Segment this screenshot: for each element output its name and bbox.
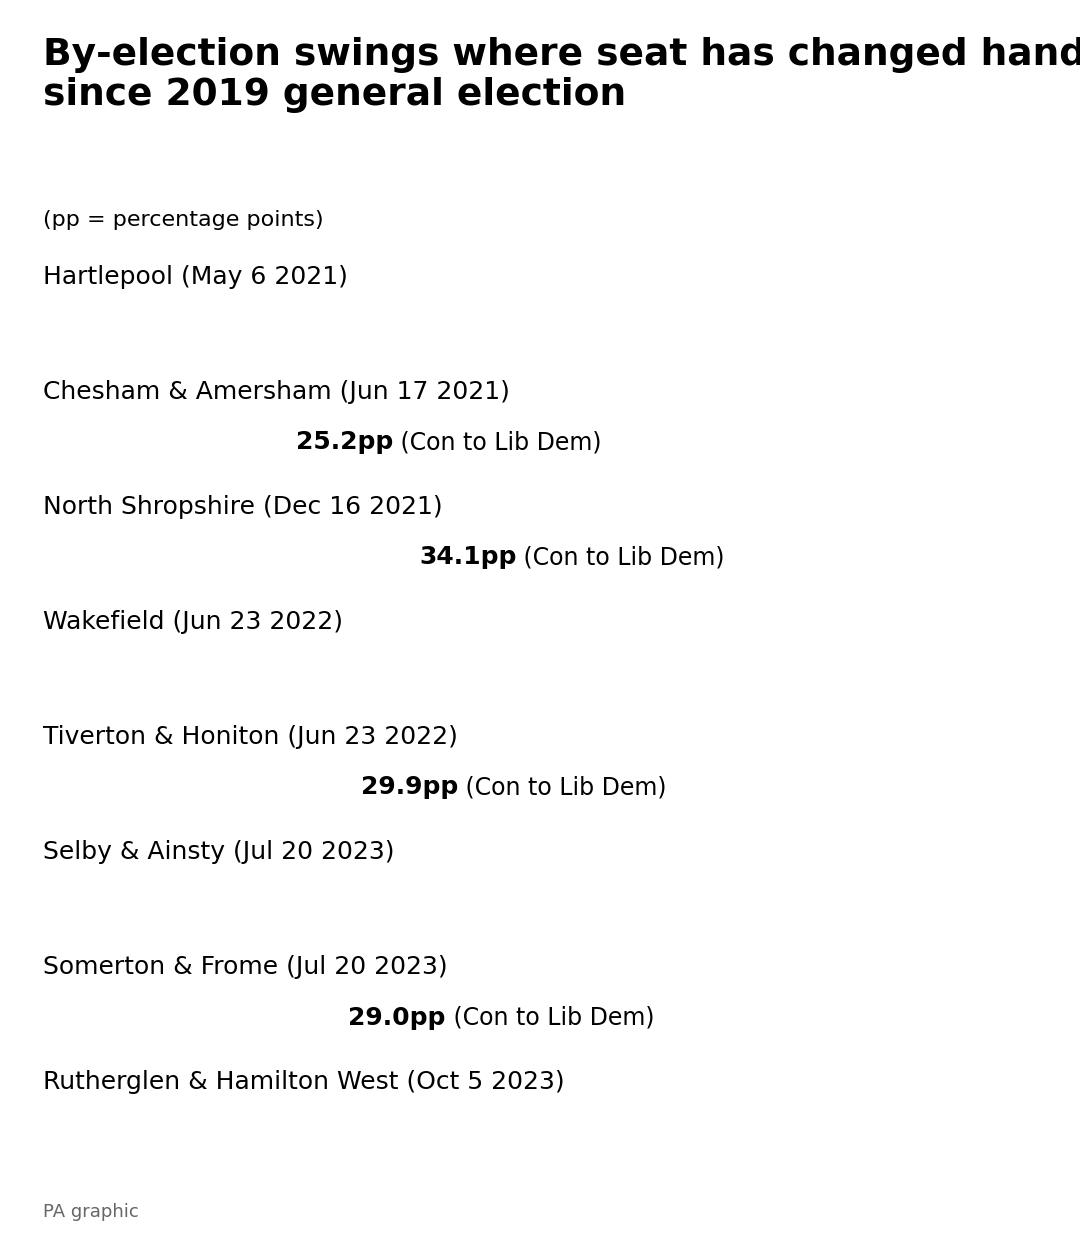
Text: (Con to Lab): (Con to Lab) bbox=[372, 891, 525, 915]
Text: North Shropshire (Dec 16 2021): North Shropshire (Dec 16 2021) bbox=[43, 494, 443, 519]
Text: Hartlepool (May 6 2021): Hartlepool (May 6 2021) bbox=[43, 265, 348, 288]
Text: Tiverton & Honiton (Jun 23 2022): Tiverton & Honiton (Jun 23 2022) bbox=[43, 724, 458, 749]
Text: PA graphic: PA graphic bbox=[43, 1203, 139, 1221]
Text: 12.7pp: 12.7pp bbox=[122, 660, 219, 685]
Text: (Con to Lib Dem): (Con to Lib Dem) bbox=[458, 775, 666, 800]
Text: 34.1pp: 34.1pp bbox=[419, 545, 516, 570]
Text: Somerton & Frome (Jul 20 2023): Somerton & Frome (Jul 20 2023) bbox=[43, 955, 448, 979]
Text: Wakefield (Jun 23 2022): Wakefield (Jun 23 2022) bbox=[43, 609, 343, 634]
Text: (SNP to Lab): (SNP to Lab) bbox=[326, 1121, 481, 1145]
Text: (Con to Lib Dem): (Con to Lib Dem) bbox=[446, 1006, 654, 1030]
Text: 16.0pp: 16.0pp bbox=[167, 315, 266, 339]
Text: 20.4pp: 20.4pp bbox=[229, 1121, 326, 1145]
Text: (Con to Lab): (Con to Lab) bbox=[219, 660, 373, 685]
Text: Chesham & Amersham (Jun 17 2021): Chesham & Amersham (Jun 17 2021) bbox=[43, 379, 510, 404]
Text: 29.0pp: 29.0pp bbox=[348, 1006, 446, 1030]
Text: (Con to Lib Dem): (Con to Lib Dem) bbox=[393, 430, 602, 454]
Text: 29.9pp: 29.9pp bbox=[361, 775, 458, 800]
Text: By-election swings where seat has changed hands
since 2019 general election: By-election swings where seat has change… bbox=[43, 37, 1080, 114]
Text: Selby & Ainsty (Jul 20 2023): Selby & Ainsty (Jul 20 2023) bbox=[43, 840, 394, 864]
Text: (Con to Lib Dem): (Con to Lib Dem) bbox=[516, 545, 725, 570]
Text: 25.2pp: 25.2pp bbox=[296, 430, 393, 454]
Text: Rutherglen & Hamilton West (Oct 5 2023): Rutherglen & Hamilton West (Oct 5 2023) bbox=[43, 1070, 565, 1094]
Text: (Lab to Con): (Lab to Con) bbox=[266, 315, 418, 339]
Text: (pp = percentage points): (pp = percentage points) bbox=[43, 210, 324, 230]
Text: 23.7pp: 23.7pp bbox=[274, 891, 372, 915]
